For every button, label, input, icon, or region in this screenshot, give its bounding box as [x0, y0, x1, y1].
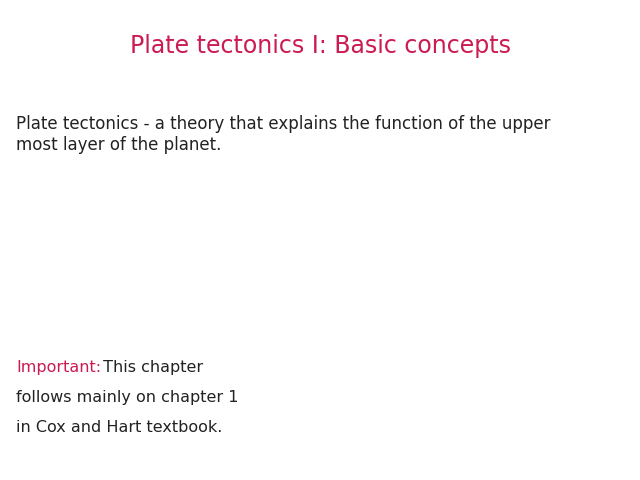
- Text: Plate tectonics I: Basic concepts: Plate tectonics I: Basic concepts: [129, 34, 511, 58]
- Text: Important:: Important:: [16, 360, 101, 375]
- Text: in Cox and Hart textbook.: in Cox and Hart textbook.: [16, 420, 222, 434]
- Text: Plate tectonics - a theory that explains the function of the upper
most layer of: Plate tectonics - a theory that explains…: [16, 115, 550, 154]
- Text: follows mainly on chapter 1: follows mainly on chapter 1: [16, 390, 239, 405]
- Text: This chapter: This chapter: [98, 360, 203, 375]
